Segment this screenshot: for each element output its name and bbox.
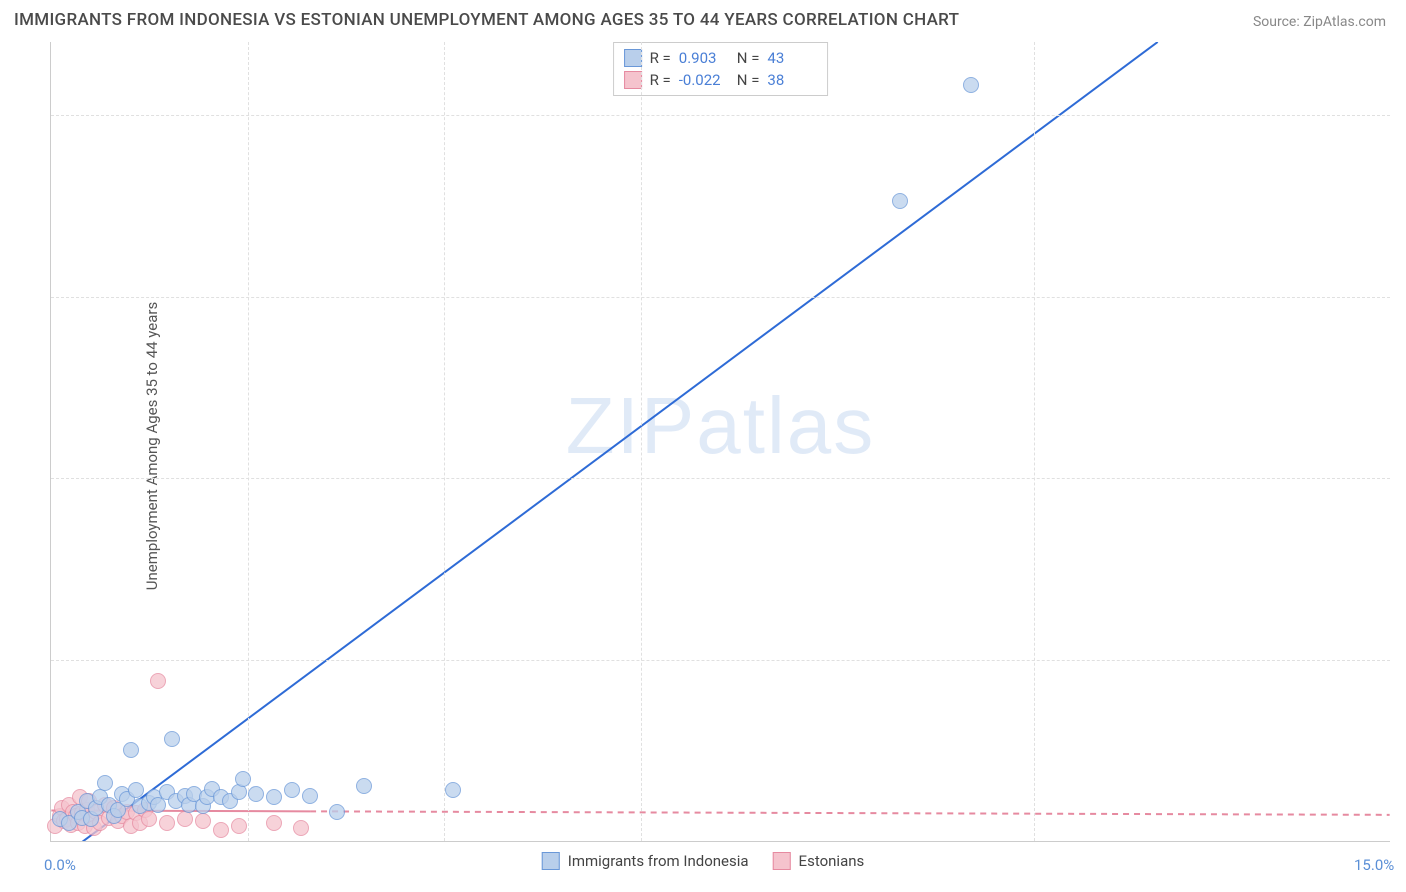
data-point bbox=[177, 811, 193, 827]
legend-swatch bbox=[542, 852, 560, 870]
r-value: -0.022 bbox=[679, 71, 729, 89]
data-point bbox=[231, 818, 247, 834]
data-point bbox=[266, 815, 282, 831]
data-point bbox=[963, 77, 979, 93]
data-point bbox=[141, 811, 157, 827]
correlation-legend: R = 0.903 N = 43 R = -0.022 N = 38 bbox=[613, 42, 829, 96]
legend-swatch bbox=[773, 852, 791, 870]
data-point bbox=[266, 789, 282, 805]
chart-plot-area: ZIPatlas R =0.903N =43R =-0.022N =38 25.… bbox=[50, 42, 1390, 842]
grid-line-h bbox=[51, 660, 1390, 661]
legend-row: R = 0.903 N = 43 bbox=[624, 47, 818, 69]
n-label: N = bbox=[737, 49, 760, 67]
trend-lines-svg bbox=[51, 42, 1390, 841]
grid-line-v bbox=[444, 42, 445, 841]
legend-item: Immigrants from Indonesia bbox=[542, 852, 749, 870]
legend-row: R = -0.022 N = 38 bbox=[624, 69, 818, 91]
data-point bbox=[128, 782, 144, 798]
data-point bbox=[293, 820, 309, 836]
data-point bbox=[123, 742, 139, 758]
data-point bbox=[195, 813, 211, 829]
grid-line-h bbox=[51, 478, 1390, 479]
source-attribution: Source: ZipAtlas.com bbox=[1253, 14, 1386, 30]
grid-line-h bbox=[51, 115, 1390, 116]
data-point bbox=[892, 193, 908, 209]
data-point bbox=[445, 782, 461, 798]
r-label: R = bbox=[650, 71, 671, 89]
grid-line-h bbox=[51, 297, 1390, 298]
legend-swatch bbox=[624, 49, 642, 67]
y-tick-label: 50.0% bbox=[1400, 469, 1406, 487]
data-point bbox=[159, 815, 175, 831]
n-value: 38 bbox=[767, 71, 817, 89]
x-tick-max: 15.0% bbox=[1354, 856, 1394, 874]
grid-line-v bbox=[248, 42, 249, 841]
y-tick-label: 75.0% bbox=[1400, 288, 1406, 306]
r-value: 0.903 bbox=[679, 49, 729, 67]
y-tick-label: 100.0% bbox=[1400, 106, 1406, 124]
legend-label: Immigrants from Indonesia bbox=[568, 852, 749, 870]
series-legend: Immigrants from Indonesia Estonians bbox=[542, 852, 865, 870]
chart-title: IMMIGRANTS FROM INDONESIA VS ESTONIAN UN… bbox=[14, 10, 959, 30]
data-point bbox=[164, 731, 180, 747]
data-point bbox=[97, 775, 113, 791]
data-point bbox=[302, 788, 318, 804]
data-point bbox=[356, 778, 372, 794]
data-point bbox=[248, 786, 264, 802]
data-point bbox=[235, 771, 251, 787]
y-tick-label: 25.0% bbox=[1400, 651, 1406, 669]
data-point bbox=[213, 822, 229, 838]
x-tick-min: 0.0% bbox=[44, 856, 76, 874]
n-value: 43 bbox=[767, 49, 817, 67]
legend-label: Estonians bbox=[799, 852, 865, 870]
data-point bbox=[284, 782, 300, 798]
grid-line-v bbox=[1034, 42, 1035, 841]
legend-swatch bbox=[624, 71, 642, 89]
r-label: R = bbox=[650, 49, 671, 67]
legend-item: Estonians bbox=[773, 852, 865, 870]
watermark: ZIPatlas bbox=[566, 380, 875, 472]
grid-line-v bbox=[641, 42, 642, 841]
data-point bbox=[329, 804, 345, 820]
n-label: N = bbox=[737, 71, 760, 89]
data-point bbox=[150, 673, 166, 689]
